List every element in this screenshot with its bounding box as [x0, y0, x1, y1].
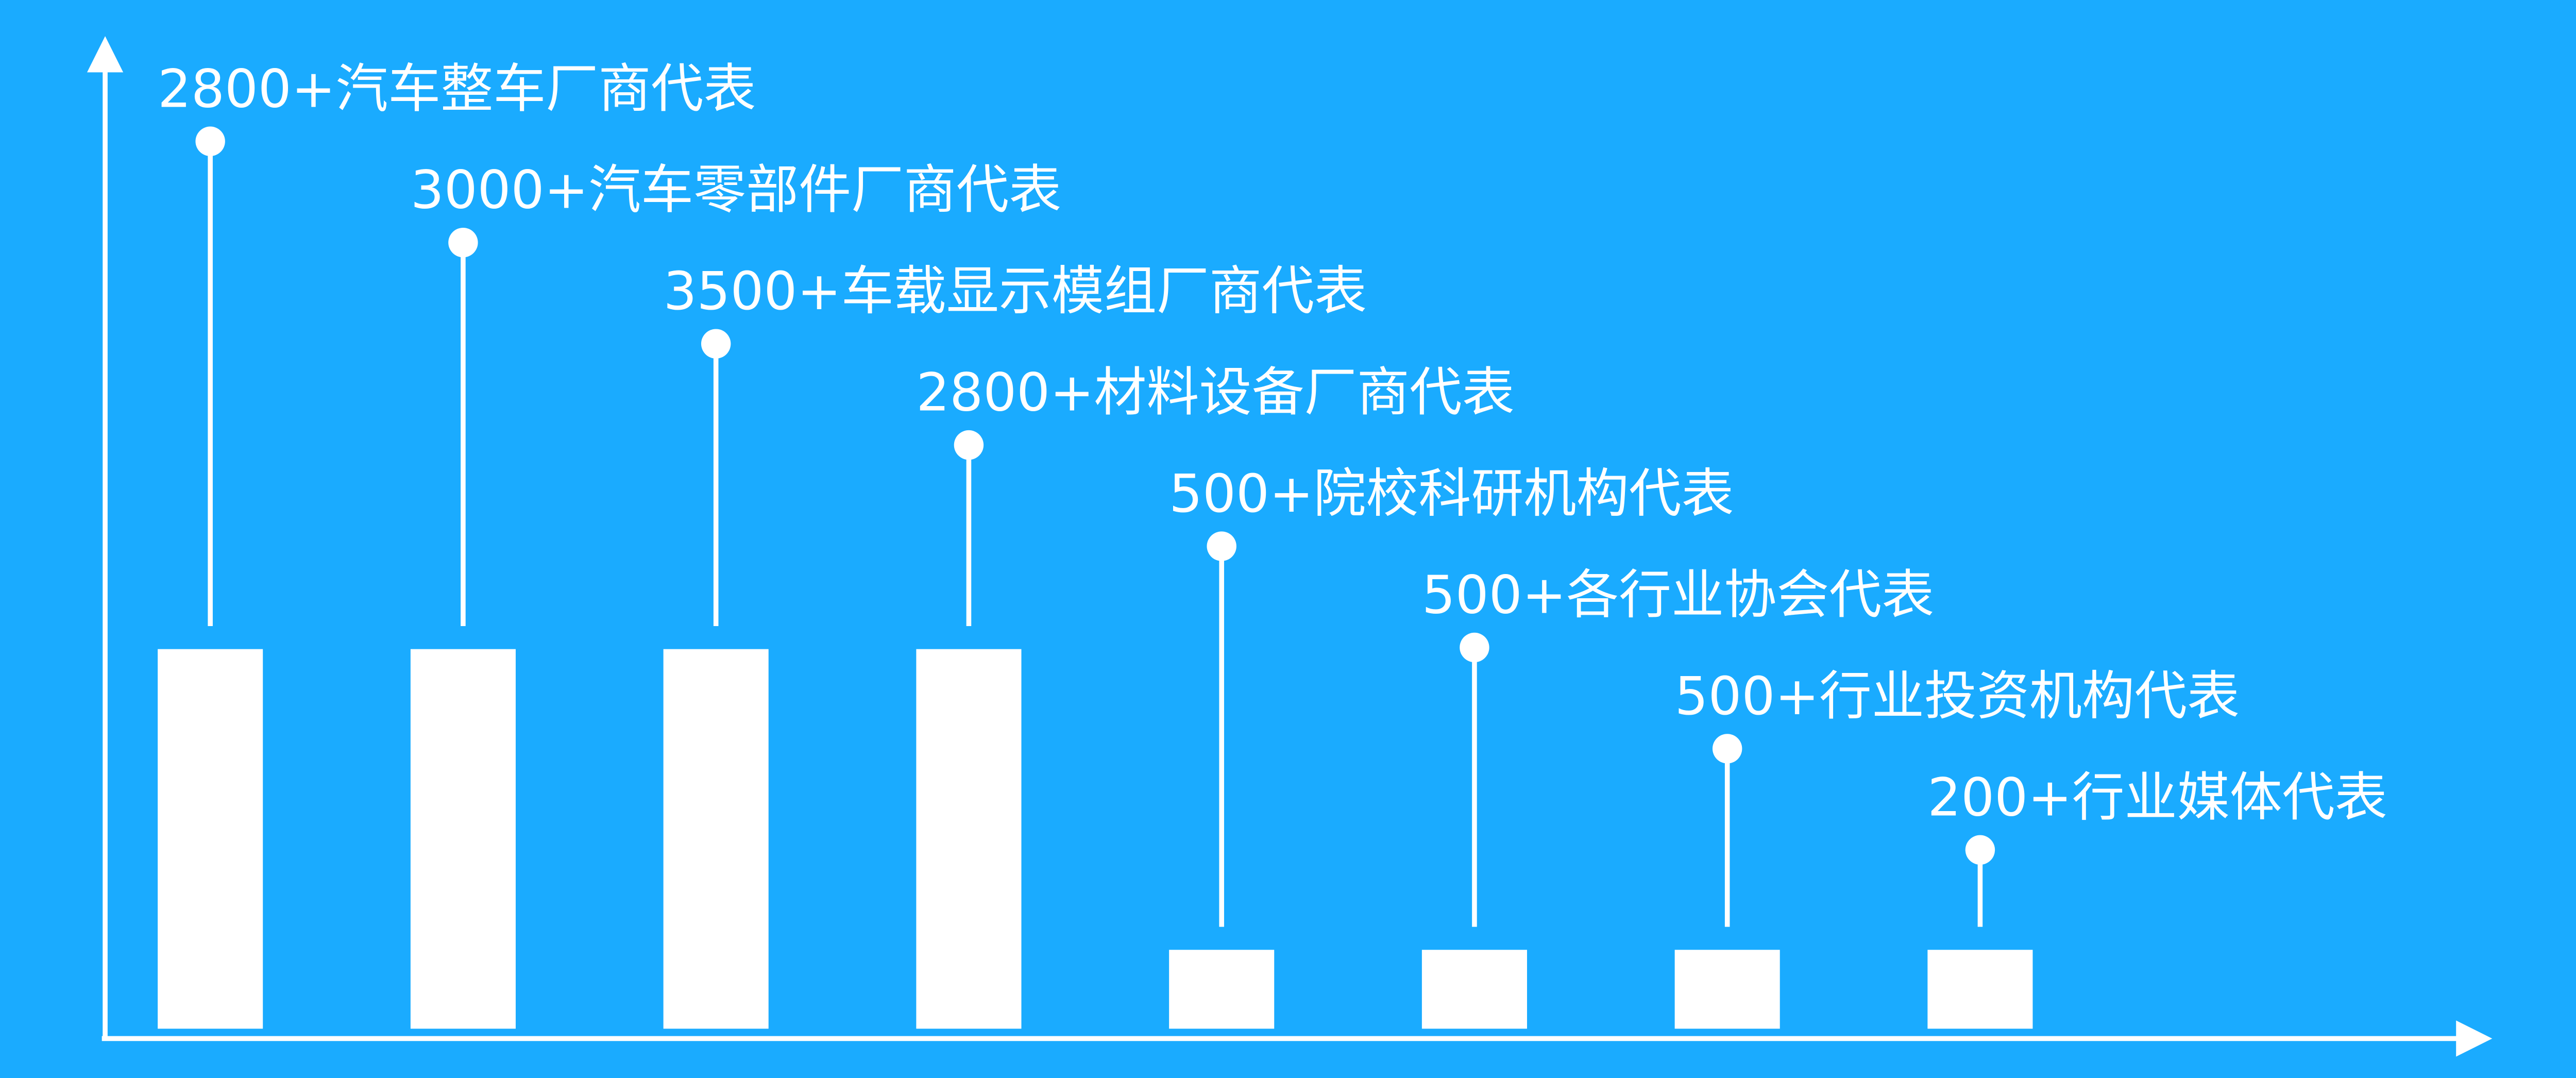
pin-dot — [954, 430, 984, 460]
bar — [916, 649, 1022, 1029]
bar-group: 500+各行业协会代表 — [1421, 565, 1934, 1029]
bar-group: 3000+汽车零部件厂商代表 — [411, 160, 1061, 1029]
pin-dot — [448, 227, 478, 258]
pin-dot — [701, 329, 731, 359]
pin-dot — [1712, 734, 1742, 764]
bar-group: 500+行业投资机构代表 — [1675, 666, 2240, 1029]
pin-dot — [1207, 531, 1236, 561]
bar-group: 2800+材料设备厂商代表 — [916, 362, 1515, 1029]
bar-group: 200+行业媒体代表 — [1927, 767, 2387, 1029]
data-label: 2800+材料设备厂商代表 — [916, 362, 1514, 424]
data-label: 500+行业投资机构代表 — [1675, 666, 2240, 727]
data-label: 200+行业媒体代表 — [1927, 767, 2387, 828]
data-label: 500+各行业协会代表 — [1422, 565, 1934, 626]
bar-group: 500+院校科研机构代表 — [1169, 463, 1734, 1029]
data-label: 3500+车载显示模组厂商代表 — [664, 261, 1367, 322]
y-axis — [87, 36, 124, 1040]
bar-group: 3500+车载显示模组厂商代表 — [664, 261, 1367, 1029]
bar — [410, 649, 516, 1029]
bar — [1169, 950, 1275, 1029]
data-label: 2800+汽车整车厂商代表 — [158, 58, 756, 120]
x-axis — [101, 1020, 2493, 1057]
pin-dot — [195, 126, 225, 156]
bar — [1674, 950, 1780, 1029]
data-label: 3000+汽车零部件厂商代表 — [411, 160, 1061, 221]
bar-group: 2800+汽车整车厂商代表 — [158, 58, 756, 1029]
bar — [158, 649, 263, 1029]
bar — [1927, 950, 2033, 1029]
x-axis-arrow-icon — [2456, 1020, 2493, 1057]
pin-dot — [1460, 632, 1489, 663]
data-label: 500+院校科研机构代表 — [1169, 463, 1734, 525]
y-axis-arrow-icon — [87, 36, 124, 73]
pin-dot — [1965, 835, 1995, 865]
bar — [663, 649, 769, 1029]
bar — [1421, 950, 1527, 1029]
